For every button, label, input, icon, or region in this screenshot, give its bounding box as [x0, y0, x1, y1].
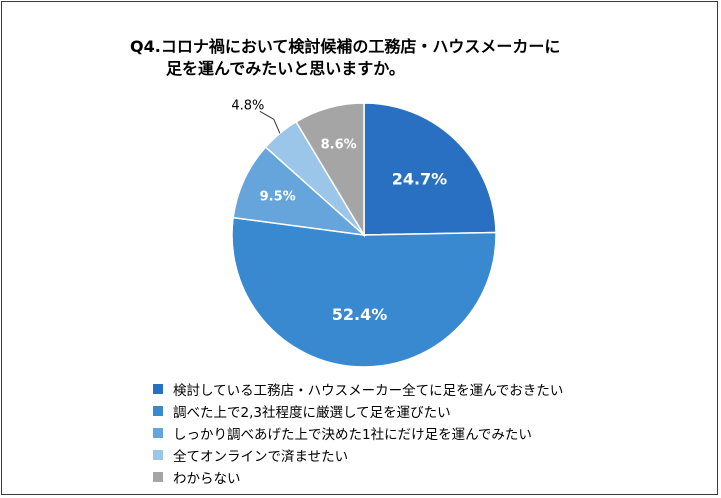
pie-slice-3 [232, 146, 367, 237]
legend-item-3: しっかり調べあげた上で決めた1社にだけ足を運んでみたい [153, 422, 563, 444]
chart-title-line-2: 足を運んでみたいと思いますか。 [166, 59, 405, 78]
pie-leader-line-4 [259, 110, 281, 134]
pie-data-label-2: 52.4% [332, 305, 388, 324]
chart-legend: 検討している工務店・ハウスメーカー全てに足を運んでおきたい 調べた上で2,3社程度… [153, 378, 563, 488]
pie-data-label-5: 8.6% [321, 137, 357, 152]
legend-swatch-5 [153, 472, 163, 482]
legend-swatch-1 [153, 384, 163, 394]
legend-item-1: 検討している工務店・ハウスメーカー全てに足を運んでおきたい [153, 378, 563, 400]
legend-item-5: わからない [153, 466, 563, 488]
legend-label-3: しっかり調べあげた上で決めた1社にだけ足を運んでみたい [173, 427, 532, 443]
pie-data-label-1: 24.7% [392, 169, 448, 188]
legend-label-1: 検討している工務店・ハウスメーカー全てに足を運んでおきたい [173, 383, 564, 399]
pie-slices [231, 102, 497, 368]
legend-item-4: 全てオンラインで済ませたい [153, 444, 563, 466]
pie-slice-5 [295, 102, 365, 238]
legend-label-4: 全てオンラインで済ませたい [173, 449, 349, 465]
pie-slice-2 [231, 216, 497, 368]
chart-title: Q4.コロナ禍において検討候補の工務店・ハウスメーカーに 足を運んでみたいと思い… [130, 36, 650, 80]
legend-swatch-3 [153, 428, 163, 438]
legend-label-2: 調べた上で2,3社程度に厳選して足を運びたい [173, 405, 451, 421]
legend-item-2: 調べた上で2,3社程度に厳選して足を運びたい [153, 400, 563, 422]
legend-label-5: わからない [173, 471, 241, 487]
legend-swatch-4 [153, 450, 163, 460]
pie-slice-1 [363, 102, 497, 236]
pie-data-label-4: 4.8% [231, 98, 264, 113]
legend-swatch-2 [153, 406, 163, 416]
chart-title-line-1: Q4.コロナ禍において検討候補の工務店・ハウスメーカーに [130, 37, 561, 56]
pie-data-label-3: 9.5% [260, 189, 296, 204]
pie-data-labels: 24.7% 52.4% 9.5% 4.8% 8.6% [231, 98, 447, 324]
